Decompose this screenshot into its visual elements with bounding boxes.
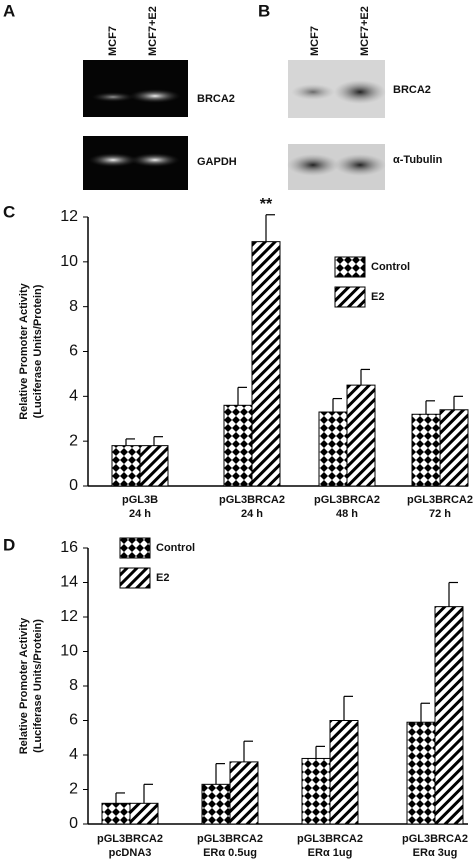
y-tick-label: 8 [69,298,78,315]
x-tick-label: ERα 1ug [308,847,353,859]
y-tick-label: 6 [69,712,78,729]
bar [329,720,359,825]
bar [229,761,259,825]
y-tick-label: 4 [69,388,78,405]
y-tick-label: 10 [60,253,78,270]
bar [111,445,141,487]
bar [129,802,159,825]
bar [318,411,348,487]
y-tick-label: 12 [60,208,78,225]
y-tick-label: 10 [60,643,78,660]
band [334,154,386,176]
bar [406,721,436,825]
lane-label: MCF7 [107,26,119,56]
y-tick-label: 4 [69,746,78,763]
bar [346,384,376,487]
y-tick-label: 2 [69,432,78,449]
x-tick-label: pcDNA3 [109,847,152,859]
y-axis-label: Relative Promoter Activity [18,282,30,419]
legend-label: E2 [371,291,384,303]
y-axis-label: (Luciferase Units/Protein) [32,619,44,753]
x-tick-label: 72 h [429,508,451,520]
error-bar [453,395,463,410]
bar [301,757,331,825]
band [291,84,335,100]
y-tick-label: 16 [60,539,78,556]
y-axis-label: Relative Promoter Activity [18,617,30,754]
legend-swatch [119,567,151,589]
band [129,89,181,103]
lane-label: MCF7+E2 [359,6,371,56]
bar [201,783,231,825]
error-bar [143,783,153,804]
x-tick-label: pGL3BRCA2 [402,833,468,845]
x-tick-label: pGL3BRCA2 [297,833,363,845]
row-label: α-Tubulin [393,154,443,166]
x-tick-label: pGL3B [122,494,158,506]
error-bar [237,386,247,406]
error-bar [425,400,435,415]
error-bar [332,397,342,413]
bar [439,409,469,487]
x-tick-label: 48 h [336,508,358,520]
bar [251,241,281,487]
band [334,80,386,104]
bar [139,445,169,487]
legend-label: Control [156,542,195,554]
error-bar [315,745,325,759]
panel-letter: D [3,535,15,554]
bar [223,404,253,487]
y-tick-label: 2 [69,781,78,798]
error-bar [115,792,125,804]
panel-letter: B [258,1,270,20]
legend-swatch [334,256,366,278]
error-bar [125,438,135,446]
legend-swatch [119,537,151,559]
panel-letter: A [3,1,15,20]
y-axis-label: (Luciferase Units/Protein) [32,284,44,418]
error-bar [153,436,163,446]
x-tick-label: pGL3BRCA2 [314,494,380,506]
x-tick-label: ERα 0.5ug [203,847,257,859]
y-tick-label: 0 [69,815,78,832]
lane-label: MCF7+E2 [147,6,159,56]
row-label: GAPDH [197,156,237,168]
row-label: BRCA2 [393,84,431,96]
error-bar [420,702,430,723]
bar [434,606,464,825]
row-label: BRCA2 [197,93,235,105]
legend-swatch [334,286,366,308]
band [91,92,135,102]
legend-label: Control [371,261,410,273]
x-tick-label: pGL3BRCA2 [97,833,163,845]
bar [411,413,441,487]
panel-letter: C [3,202,15,221]
annotation: ** [260,196,273,213]
error-bar [265,214,275,242]
x-tick-label: 24 h [241,508,263,520]
x-tick-label: ERα 3ug [413,847,458,859]
error-bar [360,368,370,386]
error-bar [343,695,353,721]
x-tick-label: pGL3BRCA2 [407,494,473,506]
error-bar [215,763,225,785]
x-tick-label: 24 h [129,508,151,520]
y-tick-label: 14 [60,574,78,591]
band [88,153,138,167]
error-bar [448,581,458,607]
bar [101,802,131,825]
x-tick-label: pGL3BRCA2 [197,833,263,845]
y-tick-label: 12 [60,608,78,625]
error-bar [243,740,253,762]
band [287,154,339,176]
lane-label: MCF7 [309,26,321,56]
y-tick-label: 0 [69,477,78,494]
y-tick-label: 8 [69,677,78,694]
band [130,153,180,167]
x-tick-label: pGL3BRCA2 [219,494,285,506]
gel [83,60,188,117]
legend-label: E2 [156,572,169,584]
y-tick-label: 6 [69,343,78,360]
